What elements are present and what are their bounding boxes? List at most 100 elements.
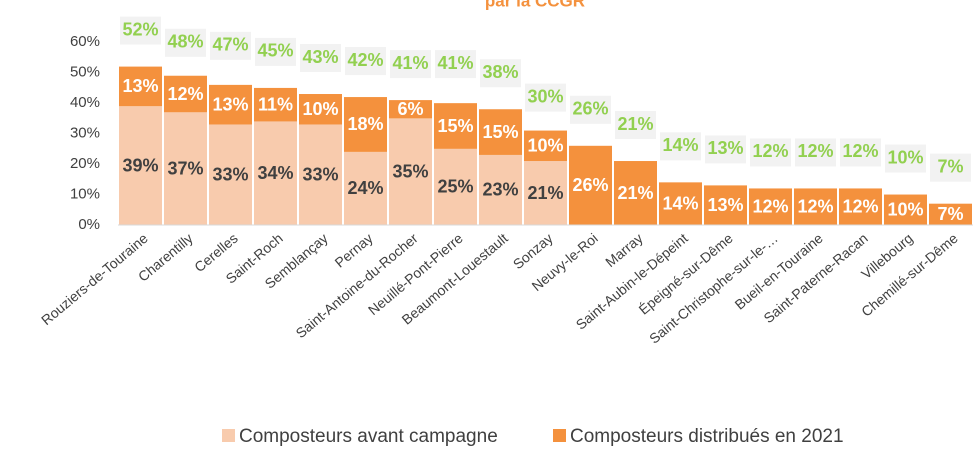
total-label: 47% <box>212 35 248 55</box>
bar-segment <box>389 100 432 119</box>
bar-segment <box>254 87 297 122</box>
y-tick-label: 20% <box>70 155 100 172</box>
total-label-box <box>615 111 656 140</box>
bar-segment <box>209 124 252 225</box>
bar-segment <box>254 121 297 225</box>
total-label-box <box>885 144 926 173</box>
total-label-box <box>435 50 476 79</box>
total-label: 38% <box>482 62 518 82</box>
total-label-box <box>525 83 566 112</box>
bar-segment <box>884 194 927 225</box>
total-label: 12% <box>752 141 788 161</box>
bar-segment <box>389 118 432 225</box>
bar-segment <box>704 185 747 225</box>
total-label-box <box>345 47 386 76</box>
data-label: 21% <box>527 183 563 203</box>
data-label: 11% <box>258 94 293 114</box>
data-label: 33% <box>302 164 338 184</box>
data-label: 6% <box>397 99 423 119</box>
data-label: 12% <box>167 84 203 104</box>
total-label: 42% <box>347 50 383 70</box>
y-tick-label: 30% <box>70 125 100 142</box>
legend-swatch <box>553 429 566 442</box>
data-label: 10% <box>887 200 923 220</box>
bar-segment <box>614 161 657 225</box>
data-label: 25% <box>437 177 473 197</box>
y-tick-label: 40% <box>70 94 100 111</box>
data-label: 7% <box>937 204 963 224</box>
total-label-box <box>930 153 971 182</box>
total-label-box <box>210 31 251 60</box>
data-label: 10% <box>302 99 338 119</box>
data-label: 37% <box>167 158 203 178</box>
bar-segment <box>164 75 207 113</box>
bar-segment <box>299 94 342 125</box>
bar-segment <box>434 148 477 225</box>
chart-title: par la CCGR <box>485 0 585 10</box>
data-label: 33% <box>212 164 248 184</box>
total-label-box <box>300 44 341 73</box>
bar-segment <box>434 103 477 149</box>
data-label: 12% <box>797 196 833 216</box>
total-label: 48% <box>167 32 203 52</box>
bar-segment <box>344 151 387 225</box>
bar-segment <box>344 97 387 152</box>
total-label: 41% <box>437 53 473 73</box>
total-label: 43% <box>302 47 338 67</box>
bar-segment <box>164 112 207 225</box>
data-label: 12% <box>842 196 878 216</box>
total-label: 52% <box>122 19 158 39</box>
bar-segment <box>299 124 342 225</box>
total-label-box <box>120 16 161 45</box>
y-tick-label: 50% <box>70 64 100 81</box>
total-label-box <box>840 138 881 167</box>
y-tick-label: 60% <box>70 33 100 50</box>
bar-segment <box>479 154 522 225</box>
total-label-box <box>165 28 206 57</box>
data-label: 34% <box>257 163 293 183</box>
total-label-box <box>750 138 791 167</box>
bar-segment <box>749 188 792 225</box>
data-label: 13% <box>122 76 158 96</box>
legend-swatch <box>222 429 235 442</box>
data-label: 10% <box>527 136 563 156</box>
legend-label: Composteurs avant campagne <box>239 426 498 447</box>
total-label: 10% <box>887 147 923 167</box>
data-label: 15% <box>482 122 518 142</box>
bar-segment <box>209 84 252 125</box>
data-label: 18% <box>347 114 383 134</box>
bar-segment <box>929 203 972 225</box>
y-tick-label: 0% <box>78 216 100 233</box>
data-label: 13% <box>212 94 248 114</box>
x-tick-label: Rouziers-de-Touraine <box>38 230 151 328</box>
total-label-box <box>390 50 431 79</box>
bar-segment <box>659 182 702 225</box>
total-label: 13% <box>707 138 743 158</box>
total-label: 21% <box>617 114 653 134</box>
data-label: 24% <box>347 178 383 198</box>
total-label-box <box>480 59 521 88</box>
bar-segment <box>119 66 162 107</box>
total-label: 45% <box>257 41 293 61</box>
bar-segment <box>794 188 837 225</box>
bar-segment <box>839 188 882 225</box>
data-label: 15% <box>437 116 473 136</box>
bar-segment <box>119 106 162 225</box>
total-label-box <box>795 138 836 167</box>
total-label: 41% <box>392 53 428 73</box>
total-label: 26% <box>572 99 608 119</box>
total-label: 7% <box>937 156 963 176</box>
total-label: 12% <box>797 141 833 161</box>
y-tick-label: 10% <box>70 186 100 203</box>
data-label: 39% <box>122 155 158 175</box>
total-label-box <box>255 37 296 66</box>
bar-segment <box>524 130 567 162</box>
total-label-box <box>570 95 611 124</box>
bar-segment <box>524 161 567 225</box>
data-label: 35% <box>392 161 428 181</box>
data-label: 23% <box>482 180 518 200</box>
legend-label: Composteurs distribués en 2021 <box>570 426 844 447</box>
total-label-box <box>705 135 746 164</box>
data-label: 26% <box>572 175 608 195</box>
data-label: 21% <box>617 183 653 203</box>
